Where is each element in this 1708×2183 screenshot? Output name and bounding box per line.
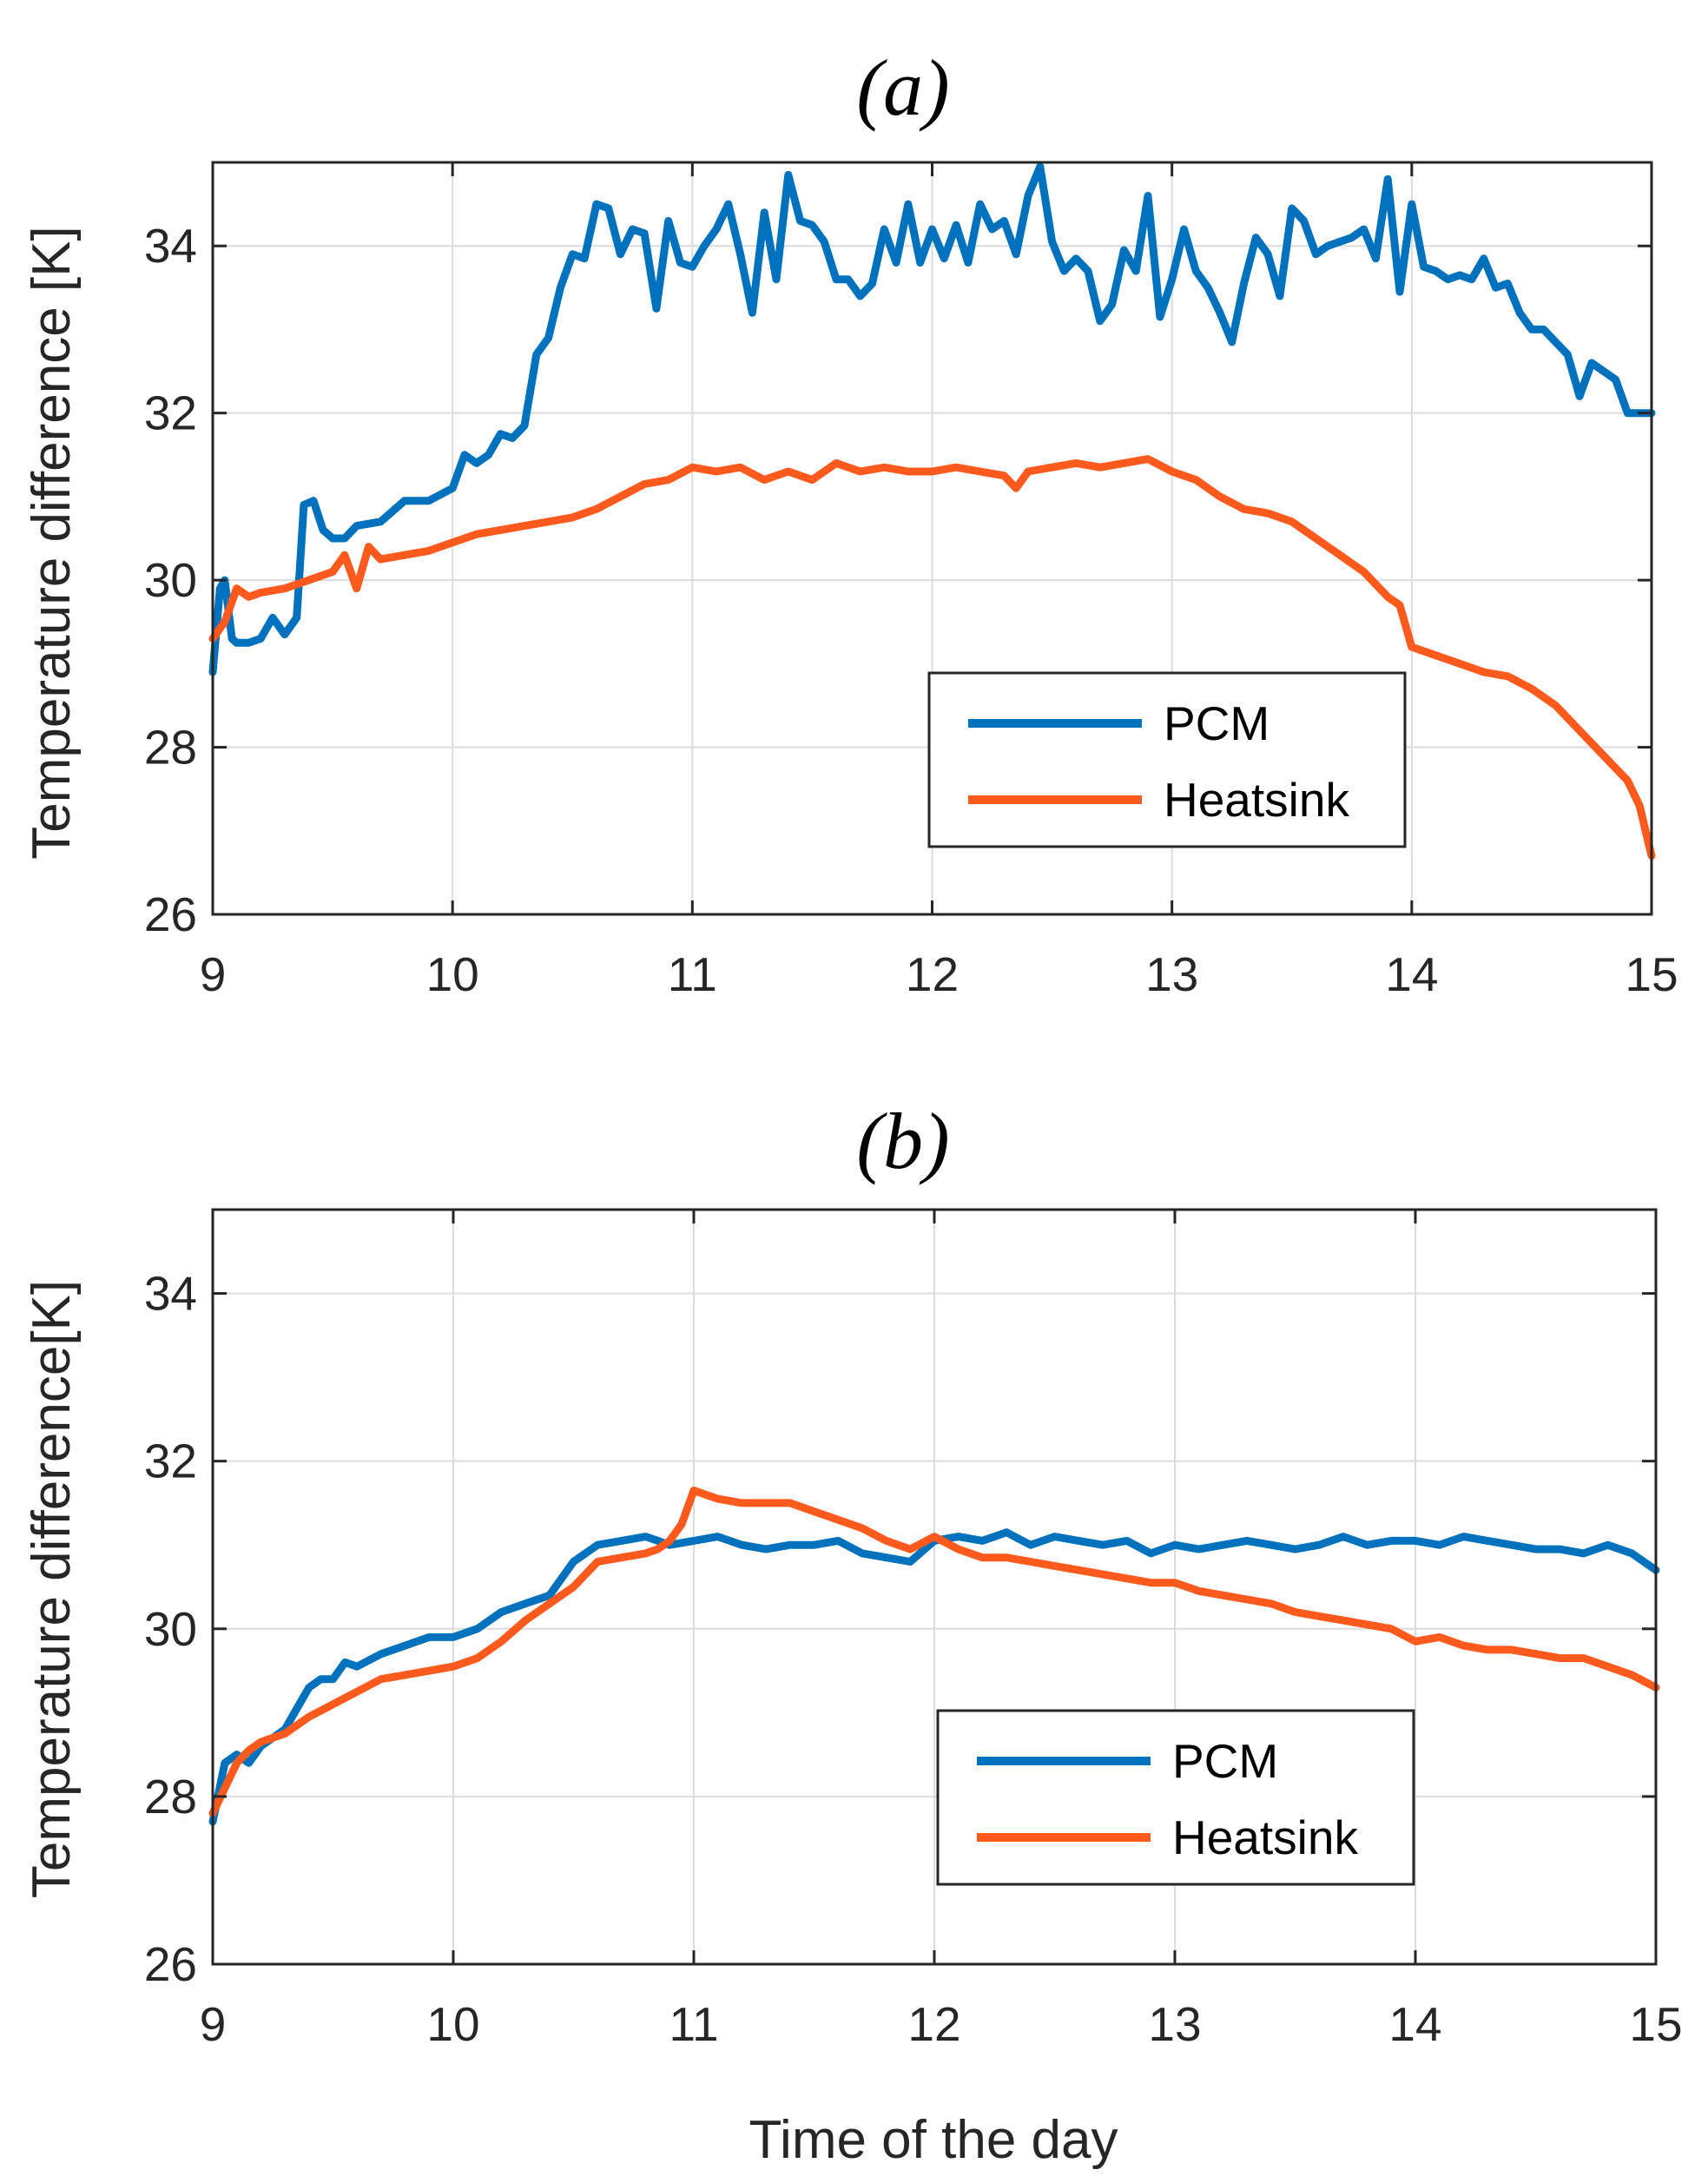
- panel-b-y-tick-label: 28: [144, 1770, 197, 1824]
- panel-a-series-group: [208, 162, 1656, 861]
- panel-b-legend-label-heatsink: Heatsink: [1172, 1810, 1358, 1864]
- panel-a-x-tick-label: 12: [906, 947, 959, 1001]
- panel-a-series-pcm-line: [208, 162, 1656, 676]
- panel-a-y-tick-label: 32: [144, 386, 197, 440]
- panel-b-y-axis-label: Temperature difference[K]: [22, 1280, 82, 1898]
- panel-a-y-axis-label: Temperature difference [K]: [22, 226, 82, 859]
- panel-a-title: (a): [856, 43, 949, 132]
- panel-a: (a) Temperature difference [K] 9 10 11 12 13…: [22, 43, 1678, 1001]
- panel-b-x-tick-label: 13: [1148, 1997, 1201, 2051]
- panel-b-series-pcm-line: [208, 1528, 1660, 1826]
- panel-b-series-heatsink-line: [208, 1487, 1660, 1817]
- panel-b-legend-box: [936, 1709, 1415, 1886]
- panel-b: (b) Temperature difference[K] Time of th…: [22, 1097, 1683, 2170]
- panel-b-title: (b): [856, 1097, 949, 1185]
- panel-a-x-tick-label: 9: [200, 947, 227, 1001]
- panel-a-x-tick-label: 15: [1625, 947, 1678, 1001]
- panel-a-y-tick-label: 30: [144, 553, 197, 607]
- panel-b-legend-label-pcm: PCM: [1172, 1734, 1278, 1788]
- panel-a-legend-box: [927, 671, 1407, 848]
- panel-b-legend: PCM Heatsink: [936, 1709, 1415, 1886]
- panel-a-series-heatsink-line: [208, 455, 1656, 861]
- panel-a-y-tick-label: 26: [144, 887, 197, 941]
- panel-a-y-tick-label: 28: [144, 721, 197, 775]
- panel-b-x-tick-label: 12: [907, 1997, 960, 2051]
- panel-a-x-tick-label: 13: [1145, 947, 1198, 1001]
- panel-b-x-tick-label: 14: [1388, 1997, 1441, 2051]
- panel-a-legend: PCM Heatsink: [927, 671, 1407, 848]
- panel-b-y-tick-label: 26: [144, 1937, 197, 1991]
- panel-b-y-tick-label: 34: [144, 1267, 197, 1321]
- panel-a-legend-label-pcm: PCM: [1164, 696, 1269, 750]
- panel-b-x-tick-label: 10: [426, 1997, 479, 2051]
- panel-b-ticks: 9 10 11 12 13 14 15 26 28 30 32 34: [144, 1210, 1683, 2051]
- panel-a-y-tick-label: 34: [144, 219, 197, 273]
- panel-b-y-tick-label: 32: [144, 1434, 197, 1488]
- panel-b-series-group: [208, 1487, 1660, 1826]
- panel-b-x-tick-label: 15: [1629, 1997, 1682, 2051]
- panel-b-x-tick-label: 11: [669, 1997, 718, 2051]
- panel-b-x-axis-label: Time of the day: [748, 2110, 1118, 2170]
- panel-a-x-tick-label: 10: [426, 947, 479, 1001]
- panel-b-y-tick-label: 30: [144, 1602, 197, 1656]
- panel-a-x-tick-label: 14: [1385, 947, 1438, 1001]
- panel-a-ticks: 9 10 11 12 13 14 15 26 28 30 32 34: [144, 162, 1678, 1001]
- panel-a-x-tick-label: 11: [668, 947, 717, 1001]
- panel-a-legend-label-heatsink: Heatsink: [1164, 773, 1349, 827]
- panel-b-grid: [212, 1210, 1657, 1965]
- panel-b-x-tick-label: 9: [200, 1997, 227, 2051]
